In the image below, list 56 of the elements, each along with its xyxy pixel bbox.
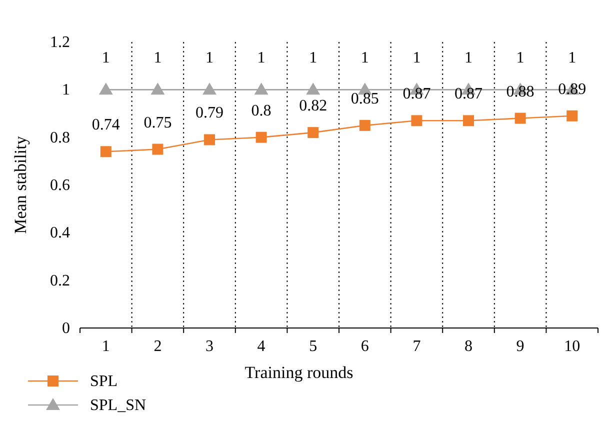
legend-label: SPL [90, 373, 118, 390]
x-tick-label: 6 [360, 338, 369, 355]
point [308, 127, 319, 138]
data-label: 1 [257, 50, 266, 67]
data-label: 0.79 [196, 104, 224, 122]
y-tick-label: 0 [62, 320, 70, 337]
y-tick-label: 0.2 [50, 272, 70, 290]
data-label: 1 [360, 50, 369, 67]
y-tick-label: 0.8 [50, 129, 70, 146]
x-axis-title: Training rounds [244, 363, 354, 382]
data-label: 1 [412, 50, 421, 67]
data-label: 1 [309, 50, 318, 67]
point [98, 82, 113, 95]
x-tick-label: 1 [102, 338, 110, 355]
x-tick-label: 5 [309, 338, 318, 355]
x-tick-label: 3 [206, 338, 214, 355]
y-tick-label: 1.2 [50, 34, 70, 51]
point [204, 134, 215, 146]
y-tick-label: 0.4 [50, 224, 70, 242]
point [306, 82, 320, 95]
point [254, 82, 268, 95]
y-tick-label: 1 [62, 82, 70, 99]
x-tick-label: 10 [564, 338, 580, 355]
data-label: 0.89 [558, 80, 586, 98]
x-tick-label: 2 [154, 338, 162, 355]
x-tick-label: 8 [464, 338, 472, 355]
point [411, 115, 422, 126]
data-label: 0.82 [299, 98, 328, 115]
data-label: 0.85 [350, 90, 379, 108]
point [150, 82, 165, 95]
x-tick-label: 9 [516, 338, 524, 355]
x-tick-label: 7 [412, 338, 421, 355]
data-label: 0.88 [506, 83, 534, 100]
point [100, 146, 112, 158]
point [256, 132, 267, 143]
point [202, 82, 216, 95]
point [514, 112, 526, 124]
y-tick-label: 0.6 [50, 177, 70, 194]
data-label: 0.87 [454, 86, 482, 103]
data-label: 0.87 [402, 86, 431, 103]
data-label: 0.74 [92, 116, 120, 134]
data-label: 1 [206, 50, 214, 67]
legend-label: SPL_SN [90, 397, 146, 414]
data-label: 0.8 [251, 102, 272, 120]
data-label: 1 [464, 50, 472, 67]
point [152, 144, 164, 155]
point [463, 115, 474, 126]
data-label: 1 [154, 50, 162, 67]
point [359, 120, 370, 131]
data-label: 1 [102, 50, 110, 67]
data-label: 1 [516, 50, 524, 67]
y-axis-title: Mean stability [11, 136, 30, 234]
x-tick-label: 4 [257, 338, 266, 355]
data-label: 1 [568, 50, 576, 67]
point [566, 110, 578, 122]
data-label: 0.75 [144, 114, 172, 132]
